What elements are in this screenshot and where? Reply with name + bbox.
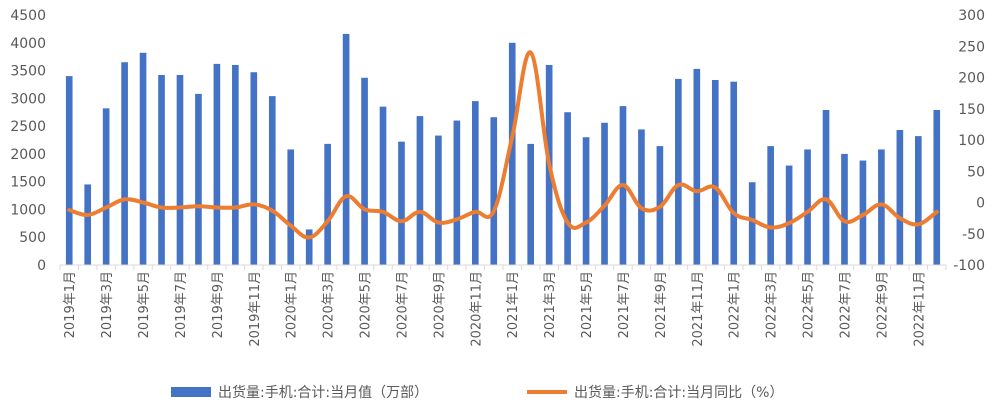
bar [730,81,738,266]
left-tick-label: 0 [37,258,46,274]
bar [914,136,922,265]
bar [195,93,202,265]
bar [527,143,535,265]
left-tick-label: 4500 [10,8,46,24]
bar [232,65,239,265]
bar [176,75,184,265]
bar [767,146,774,265]
bar [508,42,516,266]
bar [675,78,682,265]
bar [711,80,719,265]
bar [933,110,941,265]
x-axis-ticks: 2019年1月 2019年3月 2019年5月 2019年7月 2019年9月 2019年… [59,265,947,347]
x-tick-label: 2019年3月 [100,271,115,338]
bar [841,153,848,265]
right-tick-label: 50 [967,164,985,180]
x-tick-label: 2020年9月 [432,271,447,338]
right-tick-label: 100 [958,133,985,149]
bar [785,165,793,265]
bar [379,106,387,266]
bar [453,120,461,265]
x-tick-label: 2019年11月 [248,271,263,347]
x-tick-label: 2021年9月 [654,271,669,338]
bar [139,52,147,266]
left-tick-label: 4000 [10,36,46,52]
legend-label-bar: 出货量:手机:合计:当月值（万部） [218,384,428,401]
bar [693,68,701,265]
bar [748,182,756,265]
x-tick-label: 2022年11月 [912,271,927,347]
legend: 出货量:手机:合计:当月值（万部） 出货量:手机:合计:当月同比（%） [171,384,783,401]
bar [601,122,608,266]
bar-series [65,33,941,266]
bar [361,77,368,266]
yoy-line [67,50,939,240]
legend-swatch-bar [171,387,211,397]
x-tick-label: 2020年1月 [285,271,300,338]
bar [490,117,498,265]
bar [564,112,571,265]
bar [250,72,258,265]
bar [435,135,442,265]
bar [416,116,424,265]
x-tick-label: 2022年1月 [728,271,743,338]
x-tick-label: 2022年9月 [875,271,890,338]
x-tick-label: 2022年3月 [765,271,780,338]
x-tick-label: 2020年7月 [395,271,410,338]
x-tick-label: 2020年11月 [469,271,484,347]
left-tick-label: 3000 [10,91,46,107]
bar [213,63,221,266]
bar [121,62,128,265]
right-axis-ticks: -100 -50 0 50 100 150 200 250 300 [953,8,985,274]
right-tick-label: -100 [953,258,985,274]
right-tick-label: 300 [958,8,985,24]
legend-label-line: 出货量:手机:合计:当月同比（%） [574,384,783,401]
x-tick-label: 2022年7月 [838,271,853,338]
x-tick-label: 2021年5月 [580,271,595,338]
x-tick-label: 2019年5月 [137,271,152,338]
bar [268,96,276,265]
left-axis-ticks: 0 500 1000 1500 2000 2500 3000 3500 4000 4500 [10,8,46,274]
line-series [67,50,939,240]
left-tick-label: 2500 [10,119,46,135]
left-tick-label: 1000 [10,202,46,218]
x-tick-label: 2021年7月 [617,271,632,338]
x-tick-label: 2019年9月 [211,271,226,338]
x-tick-label: 2019年1月 [63,271,78,338]
bar [324,143,331,265]
x-tick-label: 2020年3月 [322,271,337,338]
bar [84,184,92,265]
right-tick-label: 0 [976,196,985,212]
x-tick-label: 2022年5月 [802,271,817,338]
bar [878,149,885,265]
right-tick-label: 150 [958,102,985,118]
bar [102,108,110,265]
right-tick-label: 250 [958,39,985,55]
left-tick-label: 3500 [10,64,46,80]
x-tick-label: 2021年1月 [506,271,521,338]
bar [287,149,295,265]
left-tick-label: 2000 [10,147,46,163]
left-tick-label: 1500 [10,175,46,191]
bar [471,101,479,265]
bar [158,75,165,265]
bar [305,229,313,265]
bar [822,110,830,265]
bar [65,76,73,265]
bar [582,137,590,265]
x-tick-label: 2020年5月 [359,271,374,338]
x-tick-label: 2019年7月 [174,271,189,338]
bar [342,33,350,266]
bar [896,130,904,265]
bar [398,141,405,265]
bar [638,129,645,265]
right-tick-label: 200 [958,71,985,87]
x-tick-label: 2021年11月 [691,271,706,347]
left-tick-label: 500 [19,230,46,246]
right-tick-label: -50 [962,227,985,243]
bar [804,149,811,265]
x-tick-label: 2021年3月 [543,271,558,338]
